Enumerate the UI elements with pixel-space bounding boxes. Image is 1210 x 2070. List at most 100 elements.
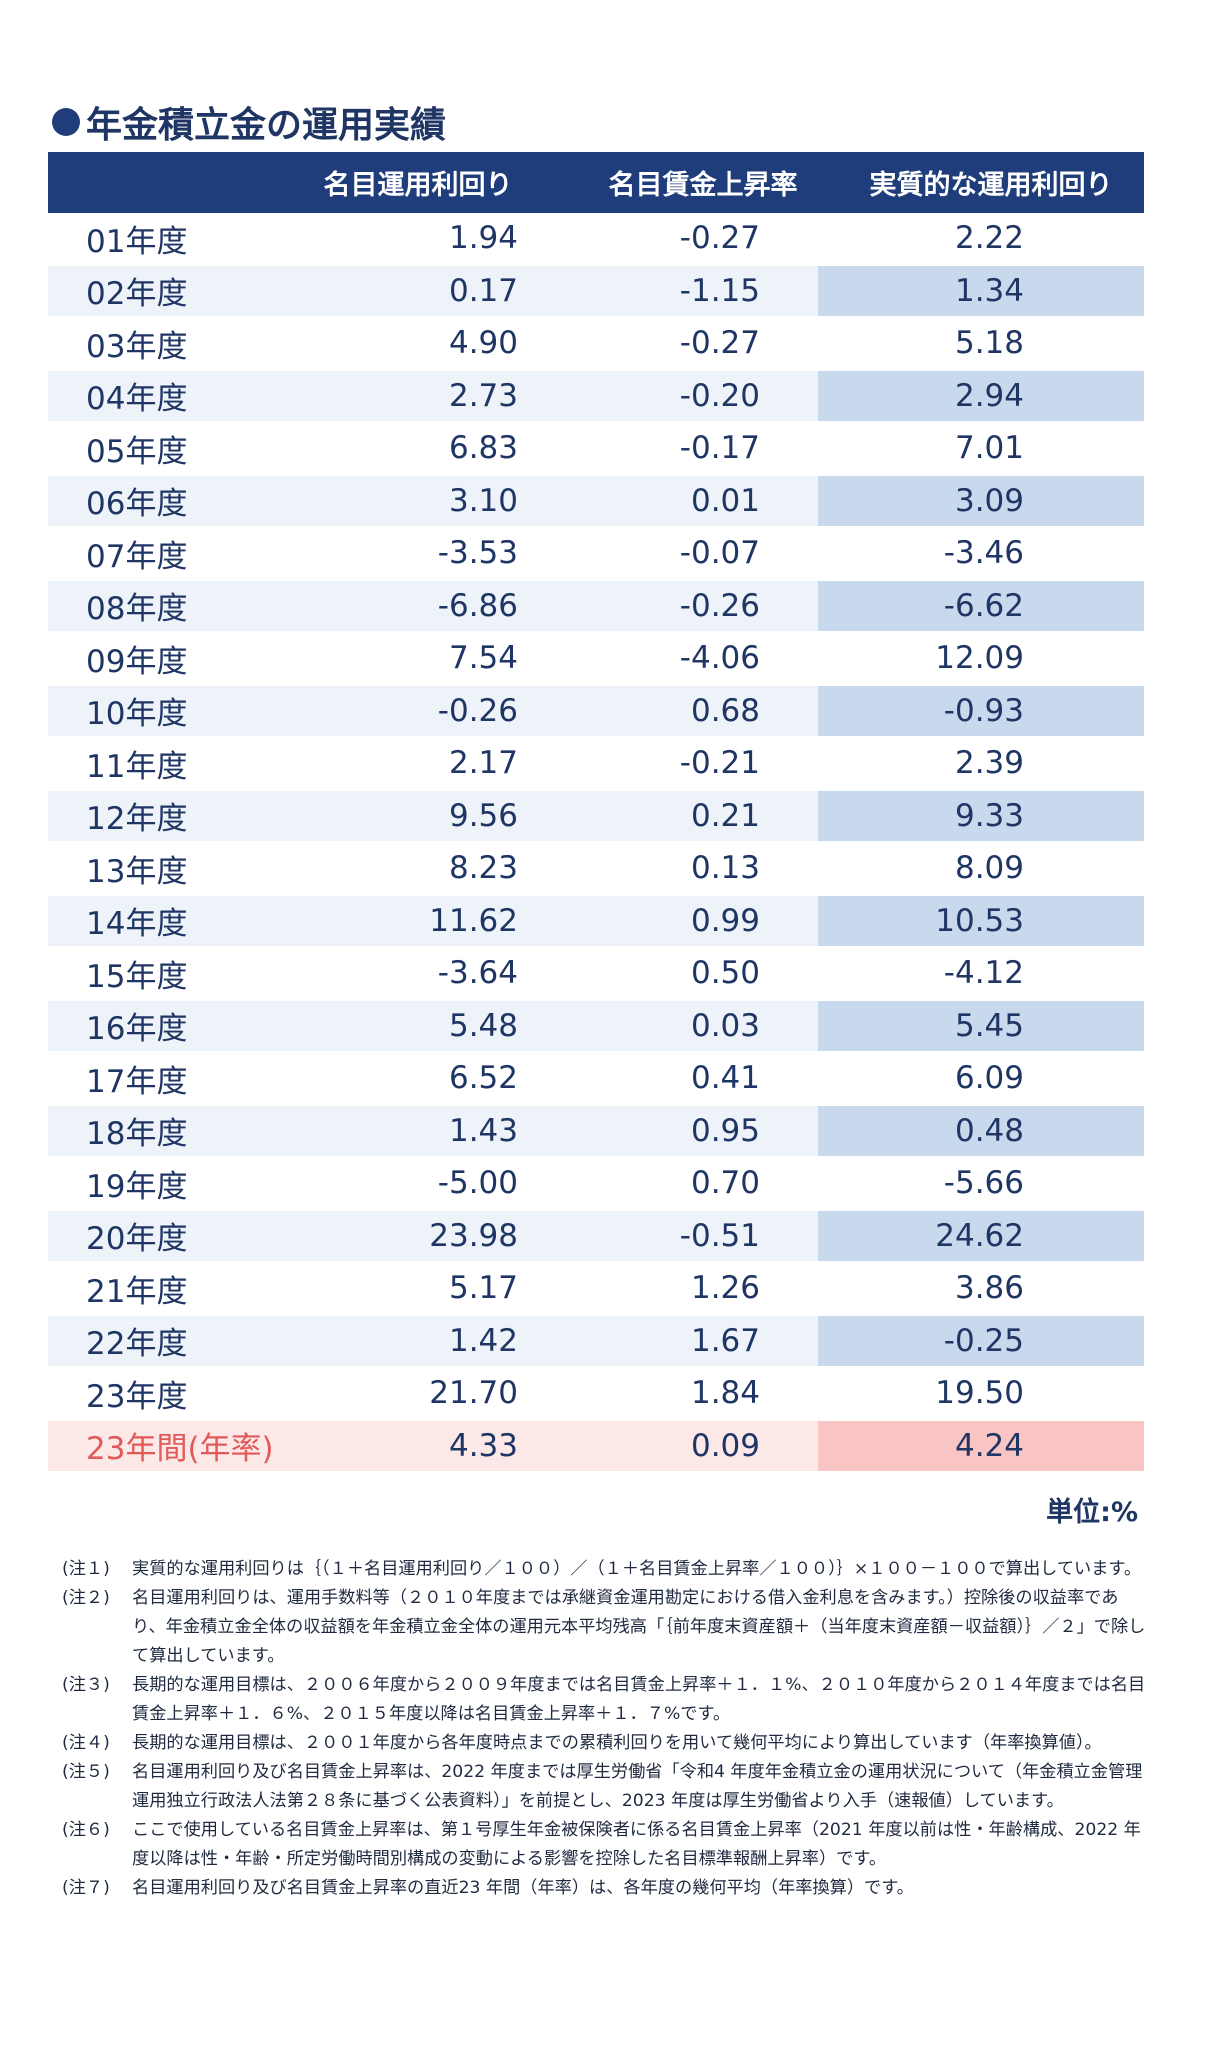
year-cell: 03年度 (86, 328, 188, 365)
real-cell: 2.94 (818, 370, 1144, 421)
nominal-cell: 5.17 (448, 1270, 518, 1307)
year-cell: 11年度 (86, 748, 188, 785)
table-row: 16年度 5.48 0.03 5.45 (48, 1000, 1144, 1053)
total-nominal: 4.33 (448, 1427, 518, 1464)
real-cell: 2.39 (954, 745, 1024, 782)
wage-cell: -0.27 (679, 220, 760, 257)
nominal-cell: -6.86 (437, 587, 518, 624)
note-item: (注５) 名目運用利回り及び名目賃金上昇率は、2022 年度までは厚生労働省「令和… (62, 1758, 1152, 1816)
nominal-cell: -3.64 (437, 955, 518, 992)
total-year: 23年間(年率) (86, 1431, 274, 1468)
header-nominal-return: 名目運用利回り (323, 170, 513, 201)
year-cell: 13年度 (86, 853, 188, 890)
wage-cell: -0.17 (679, 430, 760, 467)
note-text: 実質的な運用利回りは｛（１＋名目運用利回り／１００）／（１＋名目賃金上昇率／１０… (132, 1559, 1142, 1579)
wage-cell: -0.27 (679, 325, 760, 362)
wage-cell: 1.26 (690, 1270, 760, 1307)
year-cell: 12年度 (86, 801, 188, 838)
unit-label: 単位:% (1046, 1497, 1138, 1528)
real-cell: 9.33 (818, 790, 1144, 841)
year-cell: 19年度 (86, 1168, 188, 1205)
year-cell: 21年度 (86, 1273, 188, 1310)
table-row: 12年度 9.56 0.21 9.33 (48, 790, 1144, 843)
nominal-cell: -5.00 (437, 1165, 518, 1202)
table-row: 02年度 0.17 -1.15 1.34 (48, 265, 1144, 318)
real-cell: -0.93 (818, 685, 1144, 736)
nominal-cell: 5.48 (448, 1007, 518, 1044)
note-text: 名目運用利回り及び名目賃金上昇率の直近23 年間（年率）は、各年度の幾何平均（年… (132, 1878, 914, 1898)
nominal-cell: 2.73 (448, 377, 518, 414)
nominal-cell: 9.56 (448, 797, 518, 834)
wage-cell: 0.68 (690, 692, 760, 729)
wage-cell: 0.95 (690, 1112, 760, 1149)
nominal-cell: -3.53 (437, 535, 518, 572)
table-row: 23年度 21.70 1.84 19.50 (48, 1368, 1144, 1421)
nominal-cell: 2.17 (448, 745, 518, 782)
year-cell: 07年度 (86, 538, 188, 575)
wage-cell: -0.21 (679, 745, 760, 782)
nominal-cell: 0.17 (448, 272, 518, 309)
year-cell: 08年度 (86, 591, 188, 628)
table-row: 17年度 6.52 0.41 6.09 (48, 1053, 1144, 1106)
header-wage-growth: 名目賃金上昇率 (608, 170, 798, 201)
table-row: 14年度 11.62 0.99 10.53 (48, 895, 1144, 948)
wage-cell: -0.51 (679, 1217, 760, 1254)
total-wage: 0.09 (690, 1427, 760, 1464)
nominal-cell: 11.62 (429, 902, 518, 939)
table-row: 03年度 4.90 -0.27 5.18 (48, 318, 1144, 371)
table-row: 19年度 -5.00 0.70 -5.66 (48, 1158, 1144, 1211)
real-cell: 0.48 (818, 1105, 1144, 1156)
page-title: 年金積立金の運用実績 (52, 96, 446, 148)
note-item: (注７) 名目運用利回り及び名目賃金上昇率の直近23 年間（年率）は、各年度の幾何… (62, 1874, 1152, 1903)
table-row: 07年度 -3.53 -0.07 -3.46 (48, 528, 1144, 581)
nominal-cell: 8.23 (448, 850, 518, 887)
wage-cell: 0.13 (690, 850, 760, 887)
table-row: 20年度 23.98 -0.51 24.62 (48, 1210, 1144, 1263)
note-label: (注７) (62, 1878, 110, 1898)
table-row: 21年度 5.17 1.26 3.86 (48, 1263, 1144, 1316)
wage-cell: -0.26 (679, 587, 760, 624)
year-cell: 09年度 (86, 643, 188, 680)
nominal-cell: 6.52 (448, 1060, 518, 1097)
nominal-cell: 1.43 (448, 1112, 518, 1149)
table-header: 名目運用利回り 名目賃金上昇率 実質的な運用利回り (48, 152, 1144, 213)
wage-cell: 0.03 (690, 1007, 760, 1044)
wage-cell: -1.15 (679, 272, 760, 309)
nominal-cell: 23.98 (429, 1217, 518, 1254)
real-cell: 19.50 (935, 1375, 1024, 1412)
note-item: (注３) 長期的な運用目標は、２００６年度から２００９年度までは名目賃金上昇率＋１… (62, 1671, 1152, 1729)
note-label: (注３) (62, 1675, 110, 1695)
nominal-cell: 1.94 (448, 220, 518, 257)
year-cell: 04年度 (86, 381, 188, 418)
note-label: (注５) (62, 1762, 110, 1782)
title-text: 年金積立金の運用実績 (86, 105, 447, 146)
bullet-icon (52, 108, 80, 136)
real-cell: 7.01 (954, 430, 1024, 467)
real-cell: 6.09 (954, 1060, 1024, 1097)
real-cell: 5.18 (954, 325, 1024, 362)
year-cell: 22年度 (86, 1326, 188, 1363)
table-row: 01年度 1.94 -0.27 2.22 (48, 213, 1144, 266)
year-cell: 23年度 (86, 1378, 188, 1415)
real-cell: -4.12 (943, 955, 1024, 992)
table-row-total: 23年間(年率) 4.33 0.09 4.24 (48, 1420, 1144, 1473)
real-cell: -0.25 (818, 1315, 1144, 1366)
header-real-return: 実質的な運用利回り (869, 170, 1113, 201)
real-cell: 3.86 (954, 1270, 1024, 1307)
table-row: 04年度 2.73 -0.20 2.94 (48, 370, 1144, 423)
note-text: 名目運用利回りは、運用手数料等（２０１０年度までは承継資金運用勘定における借入金… (132, 1588, 1146, 1666)
year-cell: 20年度 (86, 1221, 188, 1258)
year-cell: 05年度 (86, 433, 188, 470)
table-row: 06年度 3.10 0.01 3.09 (48, 475, 1144, 528)
note-label: (注２) (62, 1588, 110, 1608)
wage-cell: -0.20 (679, 377, 760, 414)
real-cell: 8.09 (954, 850, 1024, 887)
nominal-cell: -0.26 (437, 692, 518, 729)
note-label: (注１) (62, 1559, 110, 1579)
note-text: 長期的な運用目標は、２００１年度から各年度時点までの累積利回りを用いて幾何平均に… (132, 1733, 1102, 1753)
wage-cell: 0.41 (690, 1060, 760, 1097)
wage-cell: 0.21 (690, 797, 760, 834)
table-row: 09年度 7.54 -4.06 12.09 (48, 633, 1144, 686)
year-cell: 17年度 (86, 1063, 188, 1100)
note-text: 長期的な運用目標は、２００６年度から２００９年度までは名目賃金上昇率＋１．１%、… (132, 1675, 1146, 1724)
